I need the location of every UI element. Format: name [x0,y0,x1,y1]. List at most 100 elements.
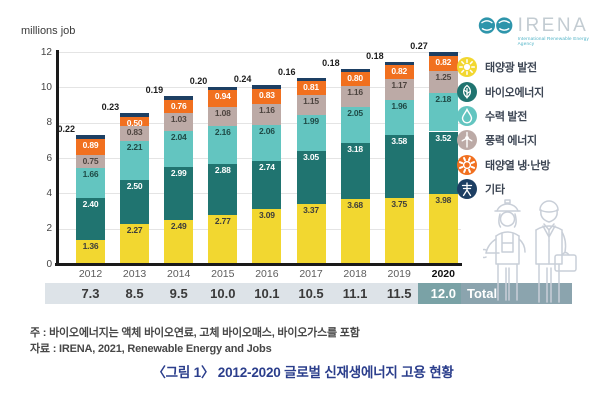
bar-segment [428,51,458,57]
bar-top-label: 0.24 [233,74,252,85]
bar-segment: 0.81 [296,80,326,96]
segment-value-label: 3.52 [435,132,452,143]
segment-value-label: 0.82 [391,65,408,76]
y-tick-label: 8 [46,117,52,129]
bar-segment [208,86,238,91]
segment-value-label: 3.98 [435,194,452,205]
bar-segment [340,68,370,72]
workers-illustration [483,199,577,303]
segment-value-label: 1.96 [391,100,408,111]
bar-segment [252,85,282,90]
segment-value-label: 3.75 [391,198,408,209]
legend-label: 풍력 에너지 [485,135,537,148]
segment-value-label: 0.83 [126,127,143,138]
note: 주 : 바이오에너지는 액체 바이오연료, 고체 바이오매스, 바이오가스를 포… [30,327,360,339]
bar-segment: 0.75 [76,154,105,169]
total-value: 9.5 [169,286,188,301]
segment-value-label: 2.49 [170,221,187,231]
bar-top-label: 0.16 [277,66,296,77]
segment-value-label: 0.76 [170,100,187,111]
bar-segment: 1.17 [384,79,414,100]
segment-value-label: 2.27 [126,224,143,235]
leaf-icon [457,81,477,102]
globe-icon [478,17,513,34]
bar-segment: 3.68 [340,198,370,264]
segment-value-label: 0.80 [347,72,363,83]
total-value: 10.5 [298,286,324,301]
x-axis-label: 2015 [211,268,235,280]
bar-segment: 2.49 [164,220,194,264]
sun-rays-icon [457,154,477,175]
source: 자료 : IRENA, 2021, Renewable Energy and J… [30,343,272,355]
y-tick-label: 12 [40,46,52,58]
bar-segment [296,77,326,81]
segment-value-label: 3.05 [303,151,319,162]
segment-value-label: 0.81 [303,81,319,92]
bar-segment: 2.04 [164,131,194,168]
segment-value-label: 2.21 [126,141,143,152]
bar-segment: 2.77 [208,215,238,264]
bar-segment: 0.82 [384,64,414,80]
y-tick-label: 0 [46,258,52,270]
bar-segment: 2.50 [120,179,150,224]
bar-segment: 3.09 [252,209,282,264]
x-axis-label: 2020 [431,268,455,280]
water-drop-icon [457,105,477,126]
bar-segment: 2.88 [208,164,238,216]
segment-value-label: 1.16 [259,105,275,116]
bar-top-label: 0.27 [410,40,428,51]
segment-value-label: 0.82 [435,57,452,68]
logo-subtitle: International Renewable Energy Agency [517,36,590,46]
bar-segment: 2.21 [120,140,150,180]
segment-value-label: 1.36 [82,240,99,251]
segment-value-label: 3.37 [303,205,319,216]
x-axis-label: 2012 [78,268,103,280]
total-value: 7.3 [81,286,100,301]
x-axis-label: 2013 [122,268,147,280]
bar-segment: 0.83 [120,126,150,141]
segment-value-label: 1.99 [303,116,319,127]
figure-caption: 〈그림 1〉 2012-2020 글로벌 신재생에너지 고용 현황 [152,365,454,380]
segment-value-label: 0.75 [82,155,99,166]
bar-segment [384,61,414,65]
bar-segment: 2.06 [252,124,282,161]
segment-value-label: 1.03 [170,113,187,124]
total-value: 11.1 [342,286,368,301]
bar-segment: 1.25 [428,70,458,93]
legend-item: 태양광 발전 [457,55,605,79]
bar-segment: 3.37 [296,204,326,264]
segment-value-label: 2.77 [214,216,231,227]
segment-value-label: 2.18 [435,93,452,104]
segment-value-label: 1.17 [391,80,408,91]
bar-segment: 0.82 [428,56,458,71]
y-tick-label: 2 [46,223,52,235]
bar-segment: 1.15 [296,95,326,116]
bar-top-label: 0.18 [322,57,340,68]
bar-segment: 3.75 [384,197,414,264]
bar-segment: 1.99 [296,115,326,151]
sun-icon [457,57,477,78]
total-value: 8.5 [125,286,144,301]
bar-segment [120,113,150,118]
x-axis-label: 2019 [387,268,411,280]
segment-value-label: 1.16 [347,87,363,98]
total-value: 10.1 [254,286,280,301]
bar-segment: 0.50 [120,117,150,127]
bar-segment: 3.05 [296,150,326,205]
bar-segment: 3.52 [428,131,458,194]
segment-value-label: 1.15 [303,96,319,107]
bar-segment: 2.74 [252,161,282,210]
segment-value-label: 3.68 [347,199,363,210]
segment-value-label: 0.83 [259,90,275,101]
bar-segment: 3.18 [340,142,370,199]
segment-value-label: 2.74 [259,162,275,172]
segment-value-label: 3.09 [259,210,275,221]
bar-segment [76,135,105,140]
segment-value-label: 2.16 [214,127,231,138]
bar-segment: 1.03 [164,112,194,132]
segment-value-label: 2.04 [170,132,187,143]
legend-label: 태양광 발전 [485,62,537,75]
segment-value-label: 3.18 [347,143,363,154]
legend-item: 수력 발전 [457,104,605,128]
bar-segment: 1.96 [384,99,414,135]
